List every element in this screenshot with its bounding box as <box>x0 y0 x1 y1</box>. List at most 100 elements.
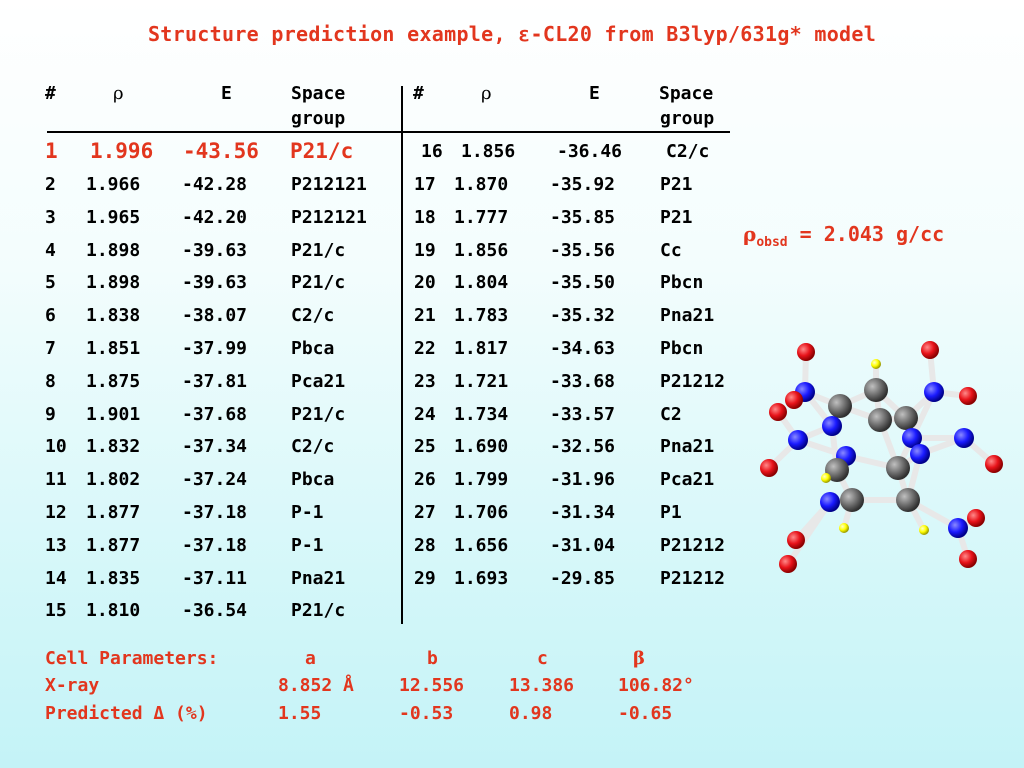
xray-c: 13.386 <box>509 675 575 696</box>
row-density: 1.777 <box>454 206 509 228</box>
row-density: 1.851 <box>86 338 141 359</box>
header-space: Space <box>659 83 714 104</box>
row-number: 4 <box>45 239 56 261</box>
row-energy: -35.50 <box>550 272 616 294</box>
oxygen-atom <box>959 387 977 405</box>
row-space-group: P212121 <box>291 174 367 195</box>
row-number: 6 <box>45 305 56 327</box>
row-energy: -35.85 <box>550 206 616 228</box>
row-space-group: Cc <box>660 239 682 261</box>
row-energy: -33.57 <box>550 403 616 425</box>
cell-param-a: a <box>305 648 316 669</box>
row-density: 1.965 <box>86 206 141 228</box>
column-divider <box>401 86 403 624</box>
row-space-group: C2/c <box>291 436 335 458</box>
obsd-rho-symbol: ρ <box>743 222 757 246</box>
row-energy: -43.56 <box>183 139 259 163</box>
row-density: 1.898 <box>86 239 141 261</box>
row-space-group: P21 <box>660 174 693 195</box>
cell-params-label: Cell Parameters: <box>45 648 219 669</box>
row-density: 1.832 <box>86 436 141 458</box>
observed-density: ρobsd = 2.043 g/cc <box>743 222 944 250</box>
row-space-group: C2/c <box>666 141 710 162</box>
row-number: 14 <box>45 567 67 589</box>
row-density: 1.838 <box>86 305 141 327</box>
row-density: 1.901 <box>86 403 141 425</box>
header-num: # <box>45 83 56 104</box>
row-density: 1.877 <box>86 502 141 523</box>
carbon-atom <box>886 456 910 480</box>
row-number: 11 <box>45 469 67 491</box>
row-number: 7 <box>45 338 56 359</box>
cell-param-c: c <box>537 648 548 669</box>
oxygen-atom <box>769 403 787 421</box>
header-divider <box>47 131 730 133</box>
row-energy: -37.34 <box>182 436 248 458</box>
row-space-group: P-1 <box>291 502 324 523</box>
row-number: 16 <box>421 141 443 162</box>
row-space-group: P21212 <box>660 567 726 589</box>
row-number: 23 <box>414 370 436 392</box>
row-density: 1.734 <box>454 403 509 425</box>
row-energy: -39.63 <box>182 272 248 294</box>
row-space-group: P21/c <box>291 272 346 294</box>
row-energy: -29.85 <box>550 567 616 589</box>
row-energy: -37.99 <box>182 338 248 359</box>
row-number: 19 <box>414 239 436 261</box>
row-energy: -42.20 <box>182 206 248 228</box>
row-space-group: Pbcn <box>660 338 704 359</box>
row-density: 1.856 <box>461 141 516 162</box>
row-space-group: P-1 <box>291 534 324 556</box>
row-density: 1.877 <box>86 534 141 556</box>
row-density: 1.875 <box>86 370 141 392</box>
row-space-group: P212121 <box>291 206 367 228</box>
row-energy: -31.96 <box>550 469 616 491</box>
row-space-group: C2 <box>660 403 682 425</box>
nitrogen-atom <box>948 518 968 538</box>
row-space-group: P1 <box>660 502 682 523</box>
carbon-atom <box>828 394 852 418</box>
row-density: 1.810 <box>86 600 141 622</box>
molecule-bond <box>785 499 833 567</box>
hydrogen-atom <box>919 525 929 535</box>
oxygen-atom <box>785 391 803 409</box>
row-number: 12 <box>45 502 67 523</box>
row-space-group: P21/c <box>291 403 346 425</box>
header-num: # <box>413 83 424 104</box>
row-density: 1.966 <box>86 174 141 195</box>
oxygen-atom <box>779 555 797 573</box>
row-density: 1.690 <box>454 436 509 458</box>
oxygen-atom <box>967 509 985 527</box>
row-number: 2 <box>45 174 56 195</box>
nitrogen-atom <box>820 492 840 512</box>
header-group: group <box>660 108 715 129</box>
row-density: 1.870 <box>454 174 509 195</box>
row-number: 26 <box>414 469 436 491</box>
hydrogen-atom <box>839 523 849 533</box>
row-energy: -35.92 <box>550 174 616 195</box>
nitrogen-atom <box>954 428 974 448</box>
row-space-group: P21/c <box>290 139 354 163</box>
row-energy: -31.34 <box>550 502 616 523</box>
carbon-atom <box>896 488 920 512</box>
row-space-group: Pbca <box>291 338 335 359</box>
oxygen-atom <box>921 341 939 359</box>
row-number: 17 <box>414 174 436 195</box>
hydrogen-atom <box>821 473 831 483</box>
row-number: 10 <box>45 436 67 458</box>
row-density: 1.721 <box>454 370 509 392</box>
row-number: 9 <box>45 403 56 425</box>
row-number: 25 <box>414 436 436 458</box>
row-number: 28 <box>414 534 436 556</box>
row-number: 20 <box>414 272 436 294</box>
row-space-group: P21/c <box>291 600 346 622</box>
oxygen-atom <box>797 343 815 361</box>
row-density: 1.799 <box>454 469 509 491</box>
row-energy: -37.81 <box>182 370 248 392</box>
header-energy: E <box>589 83 600 104</box>
xray-a: 8.852 Å <box>278 675 354 696</box>
row-space-group: P21212 <box>660 370 726 392</box>
header-rho: ρ <box>481 83 492 104</box>
row-density: 1.693 <box>454 567 509 589</box>
oxygen-atom <box>959 550 977 568</box>
